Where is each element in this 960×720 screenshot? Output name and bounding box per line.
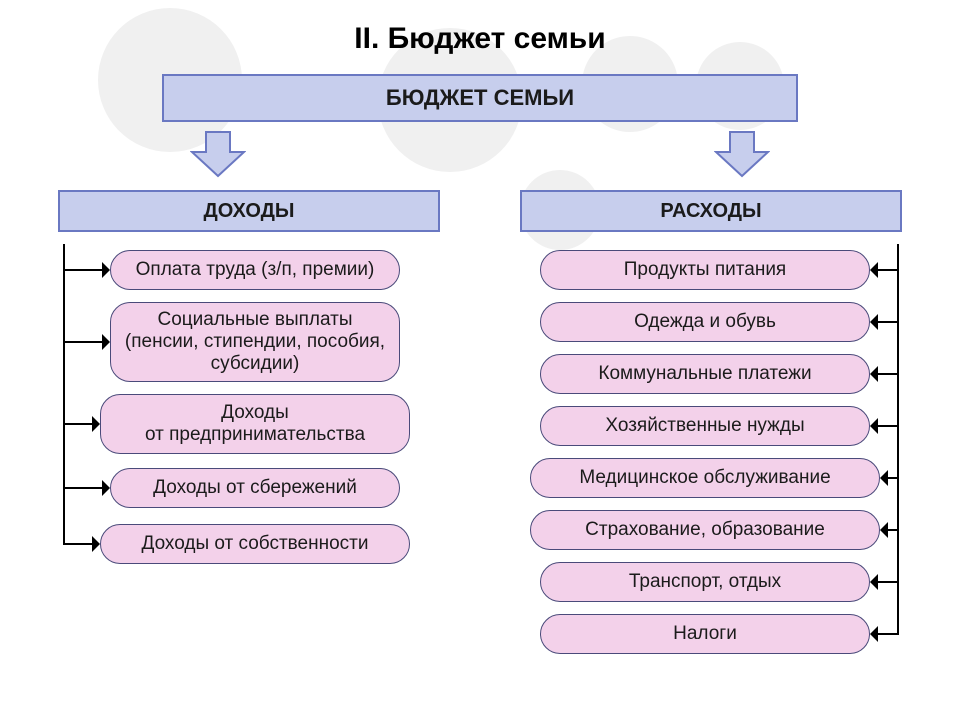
exp-utilities: Коммунальные платежи xyxy=(540,354,870,394)
down-arrow-1 xyxy=(714,130,770,178)
income-business: Доходы от предпринимательства xyxy=(100,394,410,454)
income-savings: Доходы от сбережений xyxy=(110,468,400,508)
branch-arrow-right-0 xyxy=(870,262,878,278)
branch-arrow-left-2 xyxy=(92,416,100,432)
branch-arrow-right-7 xyxy=(870,626,878,642)
branch-arrow-right-4 xyxy=(880,470,888,486)
exp-food: Продукты питания xyxy=(540,250,870,290)
page-title: II. Бюджет семьи xyxy=(0,22,960,56)
branch-arrow-left-4 xyxy=(92,536,100,552)
trunk-left xyxy=(63,244,65,545)
branch-arrow-left-1 xyxy=(102,334,110,350)
income-social: Социальные выплаты (пенсии, стипендии, п… xyxy=(110,302,400,382)
branch-arrow-right-6 xyxy=(870,574,878,590)
exp-transport: Транспорт, отдых xyxy=(540,562,870,602)
branch-arrow-right-3 xyxy=(870,418,878,434)
income-property: Доходы от собственности xyxy=(100,524,410,564)
exp-taxes: Налоги xyxy=(540,614,870,654)
exp-medical: Медицинское обслуживание xyxy=(530,458,880,498)
income-header: ДОХОДЫ xyxy=(58,190,440,232)
header-main: БЮДЖЕТ СЕМЬИ xyxy=(162,74,798,122)
branch-arrow-right-2 xyxy=(870,366,878,382)
down-arrow-0 xyxy=(190,130,246,178)
branch-arrow-left-0 xyxy=(102,262,110,278)
trunk-right xyxy=(897,244,899,635)
branch-arrow-left-3 xyxy=(102,480,110,496)
expense-header: РАСХОДЫ xyxy=(520,190,902,232)
branch-arrow-right-1 xyxy=(870,314,878,330)
exp-insurance: Страхование, образование xyxy=(530,510,880,550)
exp-household: Хозяйственные нужды xyxy=(540,406,870,446)
exp-clothes: Одежда и обувь xyxy=(540,302,870,342)
income-salary: Оплата труда (з/п, премии) xyxy=(110,250,400,290)
branch-arrow-right-5 xyxy=(880,522,888,538)
